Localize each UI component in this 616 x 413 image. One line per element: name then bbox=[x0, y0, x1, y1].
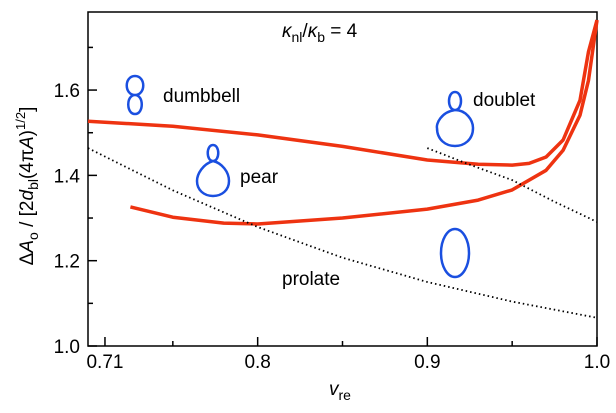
doublet-icon bbox=[435, 90, 475, 148]
y-tick-label: 1.6 bbox=[54, 81, 80, 102]
x-tick-label: 0.71 bbox=[86, 352, 123, 373]
shape-label: doublet bbox=[473, 90, 536, 111]
y-axis-label: ΔAo / [2dbl(4πA)1/2] bbox=[13, 107, 41, 266]
curve bbox=[129, 19, 599, 226]
shape-label: dumbbell bbox=[163, 86, 240, 107]
x-tick-label: 0.9 bbox=[414, 352, 440, 373]
curve bbox=[426, 147, 598, 223]
shape-label: pear bbox=[240, 167, 279, 188]
x-tick-label: 1.0 bbox=[584, 352, 610, 373]
y-tick-label: 1.0 bbox=[54, 337, 80, 358]
shape-icons bbox=[125, 74, 475, 279]
prolate-icon bbox=[439, 227, 471, 279]
x-tick-label: 0.8 bbox=[244, 352, 270, 373]
annotation: κnl/κb = 4 bbox=[282, 21, 358, 45]
x-axis-label: vre bbox=[329, 379, 351, 403]
dumbbell-icon bbox=[125, 74, 145, 116]
shape-label: prolate bbox=[282, 269, 340, 290]
y-tick-label: 1.4 bbox=[54, 166, 81, 187]
curve bbox=[87, 19, 599, 167]
pear-icon bbox=[195, 143, 231, 198]
curve bbox=[87, 147, 598, 319]
y-tick-label: 1.2 bbox=[54, 252, 80, 273]
plot-frame bbox=[87, 11, 598, 347]
marks bbox=[87, 19, 599, 319]
